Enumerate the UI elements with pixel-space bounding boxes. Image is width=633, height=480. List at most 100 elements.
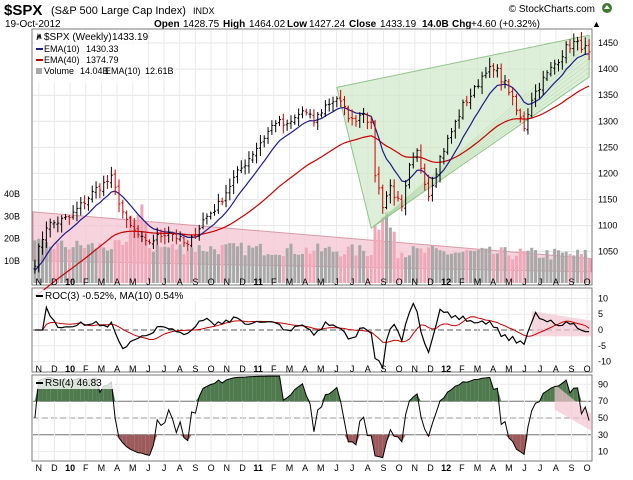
price-bar: [60, 215, 64, 233]
month-label-rsi: 11: [253, 463, 263, 473]
volume-bar: [178, 244, 182, 283]
roc-tick-label: -10: [598, 357, 611, 367]
price-bar: [484, 67, 488, 79]
volume-bar: [335, 251, 339, 283]
month-label-rsi: A: [114, 463, 120, 473]
price-bar: [293, 114, 297, 125]
price-bar: [526, 108, 530, 135]
volume-bar: [453, 252, 457, 283]
brand-logo-icon: [602, 3, 612, 13]
month-label-rsi: S: [192, 463, 198, 473]
price-bar: [117, 179, 121, 213]
price-bar: [576, 36, 580, 51]
price-bar: [209, 211, 213, 220]
price-bar: [136, 225, 140, 238]
price-bar: [235, 166, 239, 184]
month-label-price: 12: [441, 277, 451, 287]
volume-bar: [90, 243, 94, 283]
price-bar: [564, 41, 568, 64]
month-label-roc: N: [224, 364, 231, 374]
month-label-roc: F: [459, 364, 465, 374]
open-value: 1428.75: [183, 19, 220, 30]
wedge-hatch-line: [371, 39, 590, 229]
price-bar: [128, 216, 132, 228]
volume-bar: [587, 257, 591, 283]
volume-bar: [86, 244, 90, 283]
legend-spx-label: $SPX (Weekly): [44, 32, 112, 43]
volume-bar: [514, 255, 519, 283]
month-label-rsi: A: [177, 463, 183, 473]
month-label-price: A: [114, 277, 120, 287]
volume-bar: [289, 243, 293, 283]
price-bar: [106, 175, 110, 189]
price-bar: [255, 142, 259, 164]
price-bar: [281, 113, 285, 134]
price-bar: [511, 87, 515, 106]
price-bar: [560, 50, 564, 70]
wedge-pattern: [336, 34, 590, 230]
price-bar: [113, 169, 117, 196]
month-label-price: D: [239, 277, 246, 287]
volume-bar: [308, 253, 312, 283]
close-label: Close: [349, 19, 377, 30]
month-label-rsi: M: [98, 463, 106, 473]
month-label-price: J: [350, 277, 355, 287]
price-bar: [362, 107, 366, 124]
rsi-oversold-fill: [145, 434, 150, 456]
month-label-rsi: 10: [65, 463, 75, 473]
volume-bar: [60, 240, 64, 283]
volume-bar: [255, 246, 259, 283]
price-bar: [243, 159, 247, 175]
month-label-price: F: [459, 277, 465, 287]
rsi-overbought-fill: [470, 379, 475, 402]
rsi-overbought-fill: [294, 386, 299, 402]
volume-bar: [331, 251, 335, 283]
price-bar: [350, 109, 354, 126]
price-bar: [469, 88, 473, 110]
volume-bar: [342, 254, 347, 283]
price-bar: [121, 199, 125, 219]
volume-bar: [568, 254, 572, 283]
price-bar: [388, 179, 392, 204]
price-bar: [171, 231, 174, 242]
rsi-tick-label: 70: [598, 396, 608, 406]
month-label-roc: S: [569, 364, 575, 374]
rsi-overbought-fill: [245, 376, 249, 402]
volume-bar: [419, 248, 423, 283]
price-bar: [346, 105, 350, 123]
price-bar: [327, 98, 331, 112]
rsi-channel: [554, 384, 591, 431]
volume-bar: [365, 256, 369, 283]
month-label-price: M: [317, 277, 325, 287]
month-label-roc: J: [334, 364, 339, 374]
volume-bar: [499, 247, 503, 283]
month-label-price: F: [271, 277, 277, 287]
month-label-roc: A: [365, 364, 371, 374]
month-label-roc: 12: [441, 364, 451, 374]
month-label-rsi: M: [129, 463, 137, 473]
volume-bar: [285, 248, 289, 283]
volume-tick-label: 20B: [4, 234, 20, 244]
month-label-rsi: J: [146, 463, 151, 473]
price-bar: [480, 71, 484, 95]
rsi-overbought-fill: [478, 378, 483, 402]
price-bar: [587, 39, 591, 61]
month-label-rsi: O: [208, 463, 215, 473]
price-bar: [163, 227, 167, 245]
rsi-tick-label: 10: [598, 447, 608, 457]
month-label-price: M: [505, 277, 513, 287]
volume-bar: [52, 248, 56, 283]
price-bar: [213, 204, 217, 216]
month-label-rsi: S: [569, 463, 575, 473]
price-bar: [572, 33, 576, 57]
rsi-overbought-fill: [485, 377, 490, 402]
price-bar: [308, 109, 312, 119]
month-label-rsi: M: [474, 463, 482, 473]
ema10-line: [34, 53, 590, 271]
price-bar: [514, 93, 518, 116]
price-bar: [67, 214, 71, 225]
price-bar: [331, 96, 335, 112]
rsi-overbought-fill: [237, 377, 242, 402]
volume-bar: [346, 246, 350, 283]
